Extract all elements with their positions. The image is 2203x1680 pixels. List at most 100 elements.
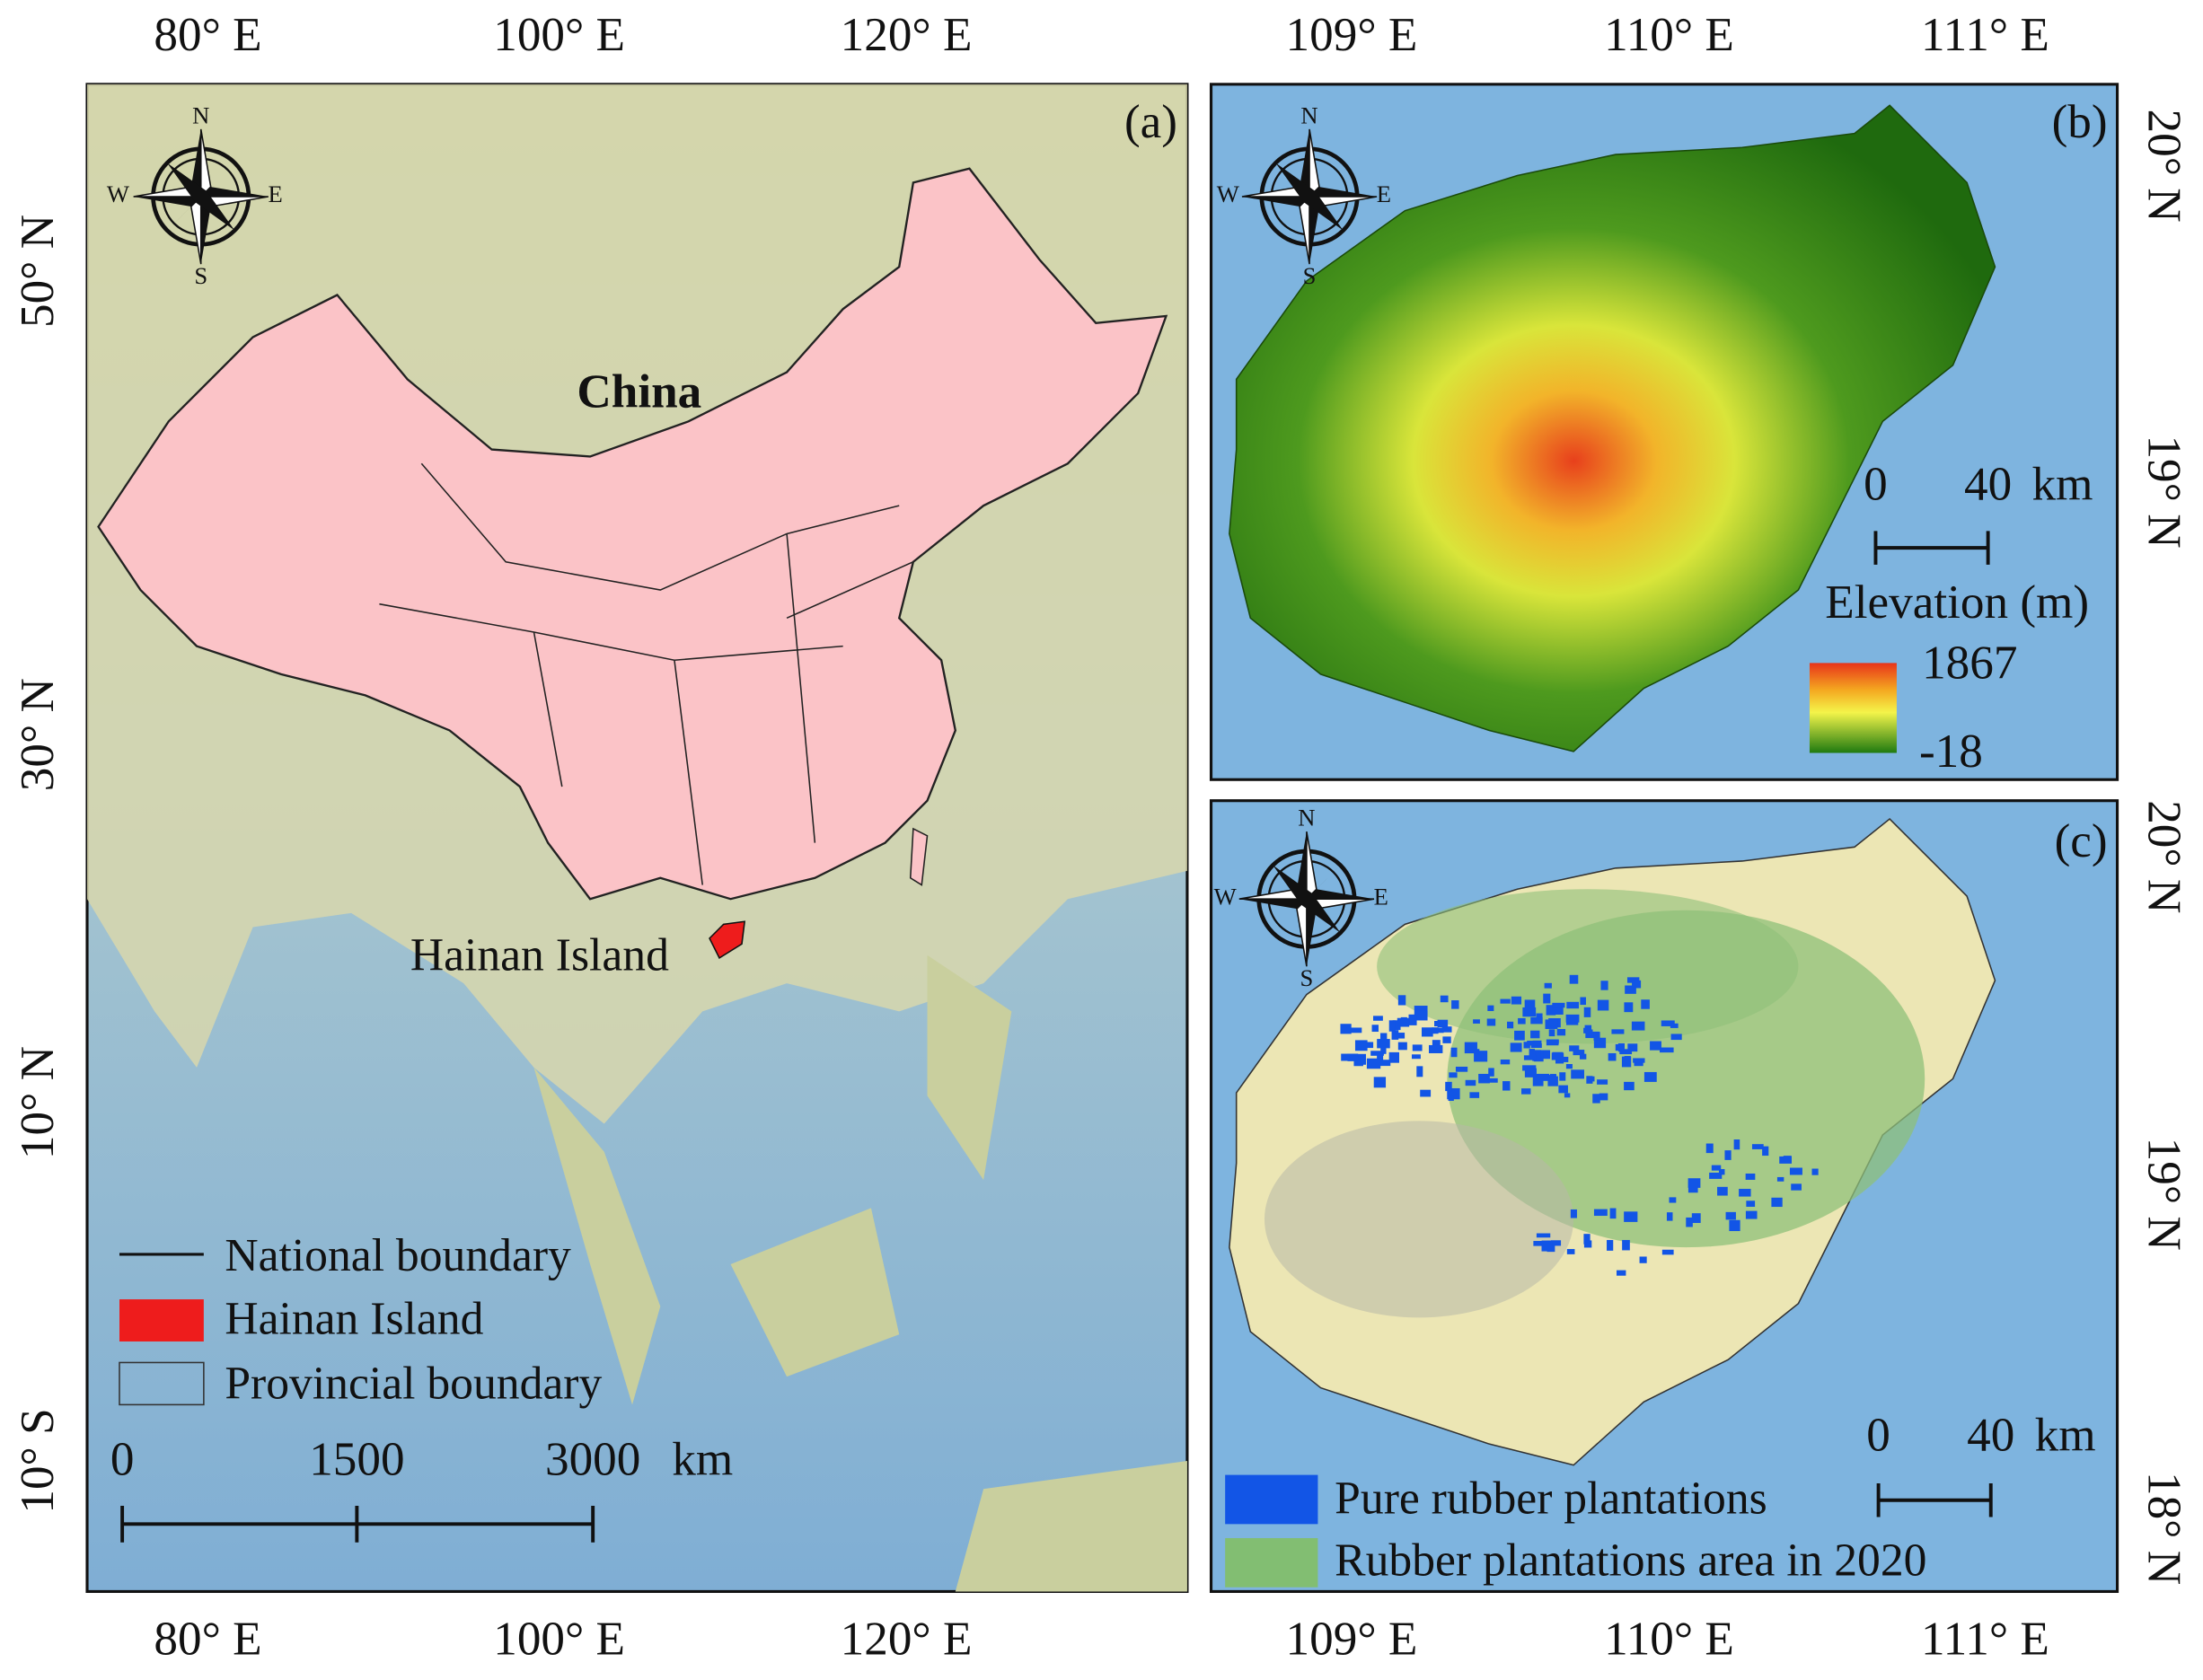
- rubber-patch: [1412, 1044, 1423, 1051]
- y-tick-label: 30° N: [11, 678, 64, 791]
- rubber-patch: [1687, 1182, 1698, 1193]
- rubber-patch: [1643, 1071, 1657, 1082]
- rubber-patch: [1510, 1042, 1522, 1052]
- scale-label: 1500: [309, 1432, 404, 1485]
- rubber-patch: [1450, 1047, 1458, 1058]
- compass-n: N: [192, 102, 209, 129]
- compass-n: N: [1300, 102, 1317, 129]
- rubber-patch: [1536, 1233, 1551, 1238]
- y-tick-label: 20° N: [2137, 800, 2190, 913]
- rubber-patch: [1550, 1240, 1562, 1246]
- rubber-patch: [1451, 1000, 1459, 1009]
- rubber-patch: [1729, 1219, 1740, 1232]
- rubber-patch: [1372, 1016, 1383, 1021]
- rubber-patch: [1396, 1033, 1406, 1039]
- rubber-patch: [1565, 1064, 1573, 1069]
- rubber-patch: [1523, 1055, 1537, 1060]
- rubber-patch: [1585, 1029, 1593, 1039]
- y-tick-label: 20° N: [2137, 110, 2190, 223]
- rubber-patch: [1341, 1053, 1354, 1061]
- rubber-patch: [1532, 1075, 1544, 1086]
- scale-label: 40: [1964, 458, 2012, 511]
- rubber-patch: [1771, 1197, 1783, 1208]
- compass-e: E: [1374, 883, 1388, 910]
- rubber-patch: [1571, 1069, 1584, 1079]
- x-tick-label: 100° E: [493, 1613, 625, 1666]
- rubber-patch: [1622, 1239, 1630, 1251]
- rubber-patch: [1541, 1240, 1553, 1252]
- rubber-patch: [1580, 997, 1586, 1006]
- rubber-patch: [1584, 1025, 1592, 1032]
- rubber-patch: [1724, 1150, 1732, 1160]
- scale-label: 0: [110, 1432, 135, 1485]
- rubber-patch: [1432, 1027, 1439, 1034]
- rubber-patch: [1566, 1249, 1575, 1254]
- rubber-patch: [1791, 1183, 1802, 1191]
- rubber-patch: [1665, 1020, 1674, 1026]
- rubber-patch: [1779, 1156, 1792, 1164]
- rubber-patch: [1627, 1043, 1638, 1052]
- x-tick-label: 109° E: [1286, 1613, 1418, 1666]
- rubber-patch: [1522, 1007, 1537, 1017]
- rubber-patch: [1583, 1234, 1591, 1245]
- rubber-patch: [1392, 1020, 1401, 1031]
- rubber-patch: [1420, 1089, 1432, 1097]
- rubber-patch: [1487, 1005, 1494, 1011]
- rubber-patch: [1532, 1050, 1541, 1061]
- rubber-patches: [1340, 974, 1819, 1276]
- rubber-patch: [1566, 1001, 1580, 1009]
- legend-label: Pure rubber plantations: [1335, 1473, 1767, 1525]
- rubber-patch: [1411, 1054, 1421, 1060]
- y-tick-label: 19° N: [2137, 1138, 2190, 1251]
- rubber-patch: [1546, 1039, 1559, 1046]
- rubber-patch: [1536, 1013, 1543, 1019]
- rubber-patch: [1554, 1003, 1564, 1015]
- rubber-patch: [1583, 1240, 1592, 1248]
- place-label: Hainan Island: [410, 929, 669, 981]
- x-tick-label: 80° E: [154, 1613, 261, 1666]
- rubber-patch: [1416, 1066, 1423, 1077]
- rubber-patch: [1546, 1005, 1556, 1016]
- rubber-patch: [1354, 1040, 1368, 1051]
- rubber-patch: [1670, 1034, 1682, 1041]
- rubber-patch: [1371, 1025, 1379, 1033]
- rubber-patch: [1583, 1007, 1591, 1017]
- rubber-patch: [1455, 1066, 1468, 1072]
- rubber-patch: [1340, 1024, 1352, 1034]
- rubber-patch: [1633, 1058, 1645, 1063]
- compass-w: W: [107, 180, 130, 207]
- rubber-patch: [1607, 1239, 1614, 1251]
- rubber-patch: [1441, 1026, 1452, 1033]
- compass-s: S: [1300, 964, 1314, 991]
- panel-label: (b): [2052, 95, 2108, 148]
- rubber-patch: [1442, 1036, 1451, 1043]
- rubber-patch: [1524, 1068, 1537, 1077]
- rubber-patch: [1373, 1077, 1387, 1088]
- rubber-patch: [1500, 1059, 1511, 1065]
- rubber-patch: [1705, 1143, 1714, 1154]
- rubber-patch: [1597, 999, 1609, 1011]
- rubber-patch: [1666, 1212, 1673, 1221]
- rubber-patch: [1486, 1018, 1496, 1026]
- rubber-patch: [1545, 1019, 1558, 1029]
- compass-s: S: [194, 262, 207, 289]
- rubber-patch: [1641, 999, 1650, 1009]
- rubber-patch: [1473, 1019, 1480, 1024]
- rubber-patch: [1669, 1197, 1677, 1203]
- rubber-patch: [1599, 1093, 1608, 1101]
- rubber-patch: [1593, 1209, 1608, 1217]
- compass-n: N: [1298, 805, 1315, 831]
- rubber-patch: [1397, 995, 1406, 1006]
- rubber-patch: [1691, 1213, 1701, 1224]
- rubber-patch: [1579, 1053, 1587, 1060]
- rubber-patch: [1634, 1060, 1643, 1067]
- legend-label: Hainan Island: [225, 1293, 483, 1344]
- rubber-patch: [1357, 1053, 1366, 1065]
- rubber-patch: [1507, 1021, 1514, 1029]
- rubber-patch: [1621, 1056, 1632, 1068]
- panel-c: N S W E (c) 0 40 km Pure rubber plantati…: [1209, 799, 2119, 1594]
- rubber-patch: [1616, 1270, 1626, 1276]
- rubber-patch: [1670, 1023, 1679, 1028]
- rubber-patch: [1511, 996, 1522, 1005]
- y-tick-label: 18° N: [2137, 1472, 2190, 1585]
